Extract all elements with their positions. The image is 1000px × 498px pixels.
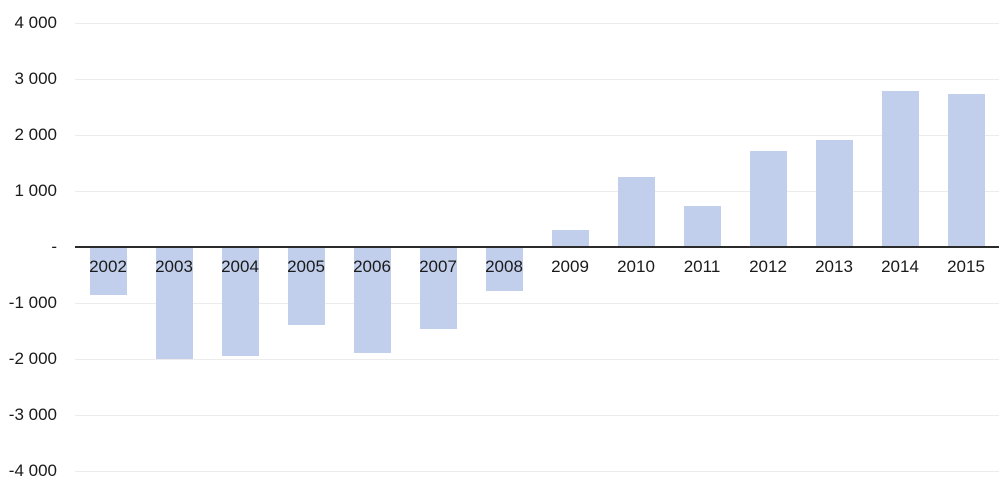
bar-2015 [948, 94, 985, 247]
x-tick-label: 2011 [683, 257, 721, 276]
bar-2013 [816, 140, 853, 247]
bar-2008 [486, 247, 523, 291]
bar-2014 [882, 91, 919, 247]
x-tick-label: 2008 [485, 257, 523, 276]
bar-2007 [420, 247, 457, 329]
bar-2011 [684, 206, 721, 247]
gridline [75, 23, 999, 24]
x-tick-label: 2015 [947, 257, 985, 276]
y-tick-label: 1 000 [14, 181, 57, 200]
bar-2006 [354, 247, 391, 353]
x-tick-label: 2005 [287, 257, 325, 276]
y-tick-label: - [51, 237, 57, 256]
gridline [75, 191, 999, 192]
bar-2010 [618, 177, 655, 247]
x-tick-label: 2006 [353, 257, 391, 276]
gridline [75, 359, 999, 360]
x-tick-label: 2009 [551, 257, 589, 276]
bar-2002 [90, 247, 127, 295]
bar-2005 [288, 247, 325, 325]
y-tick-label: -4 000 [8, 461, 57, 480]
x-tick-label: 2013 [815, 257, 853, 276]
x-tick-label: 2003 [155, 257, 193, 276]
gridline [75, 415, 999, 416]
gridline [75, 79, 999, 80]
y-tick-label: -3 000 [8, 405, 57, 424]
y-tick-label: -2 000 [8, 349, 57, 368]
y-tick-label: 3 000 [14, 69, 57, 88]
x-tick-label: 2004 [221, 257, 259, 276]
x-tick-label: 2014 [881, 257, 919, 276]
zero-axis-line [75, 246, 999, 248]
y-tick-label: 4 000 [14, 13, 57, 32]
x-tick-label: 2012 [749, 257, 787, 276]
bar-2012 [750, 151, 787, 247]
gridline [75, 471, 999, 472]
bar-2003 [156, 247, 193, 359]
x-tick-label: 2002 [89, 257, 127, 276]
y-tick-label: 2 000 [14, 125, 57, 144]
gridline [75, 303, 999, 304]
bar-2009 [552, 230, 589, 247]
bar-2004 [222, 247, 259, 356]
x-tick-label: 2010 [617, 257, 655, 276]
x-tick-label: 2007 [419, 257, 457, 276]
gridline [75, 135, 999, 136]
y-tick-label: -1 000 [8, 293, 57, 312]
